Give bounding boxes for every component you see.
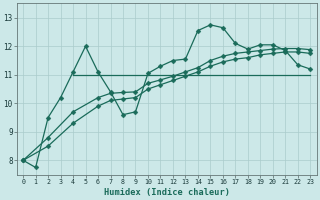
X-axis label: Humidex (Indice chaleur): Humidex (Indice chaleur) [104, 188, 230, 197]
